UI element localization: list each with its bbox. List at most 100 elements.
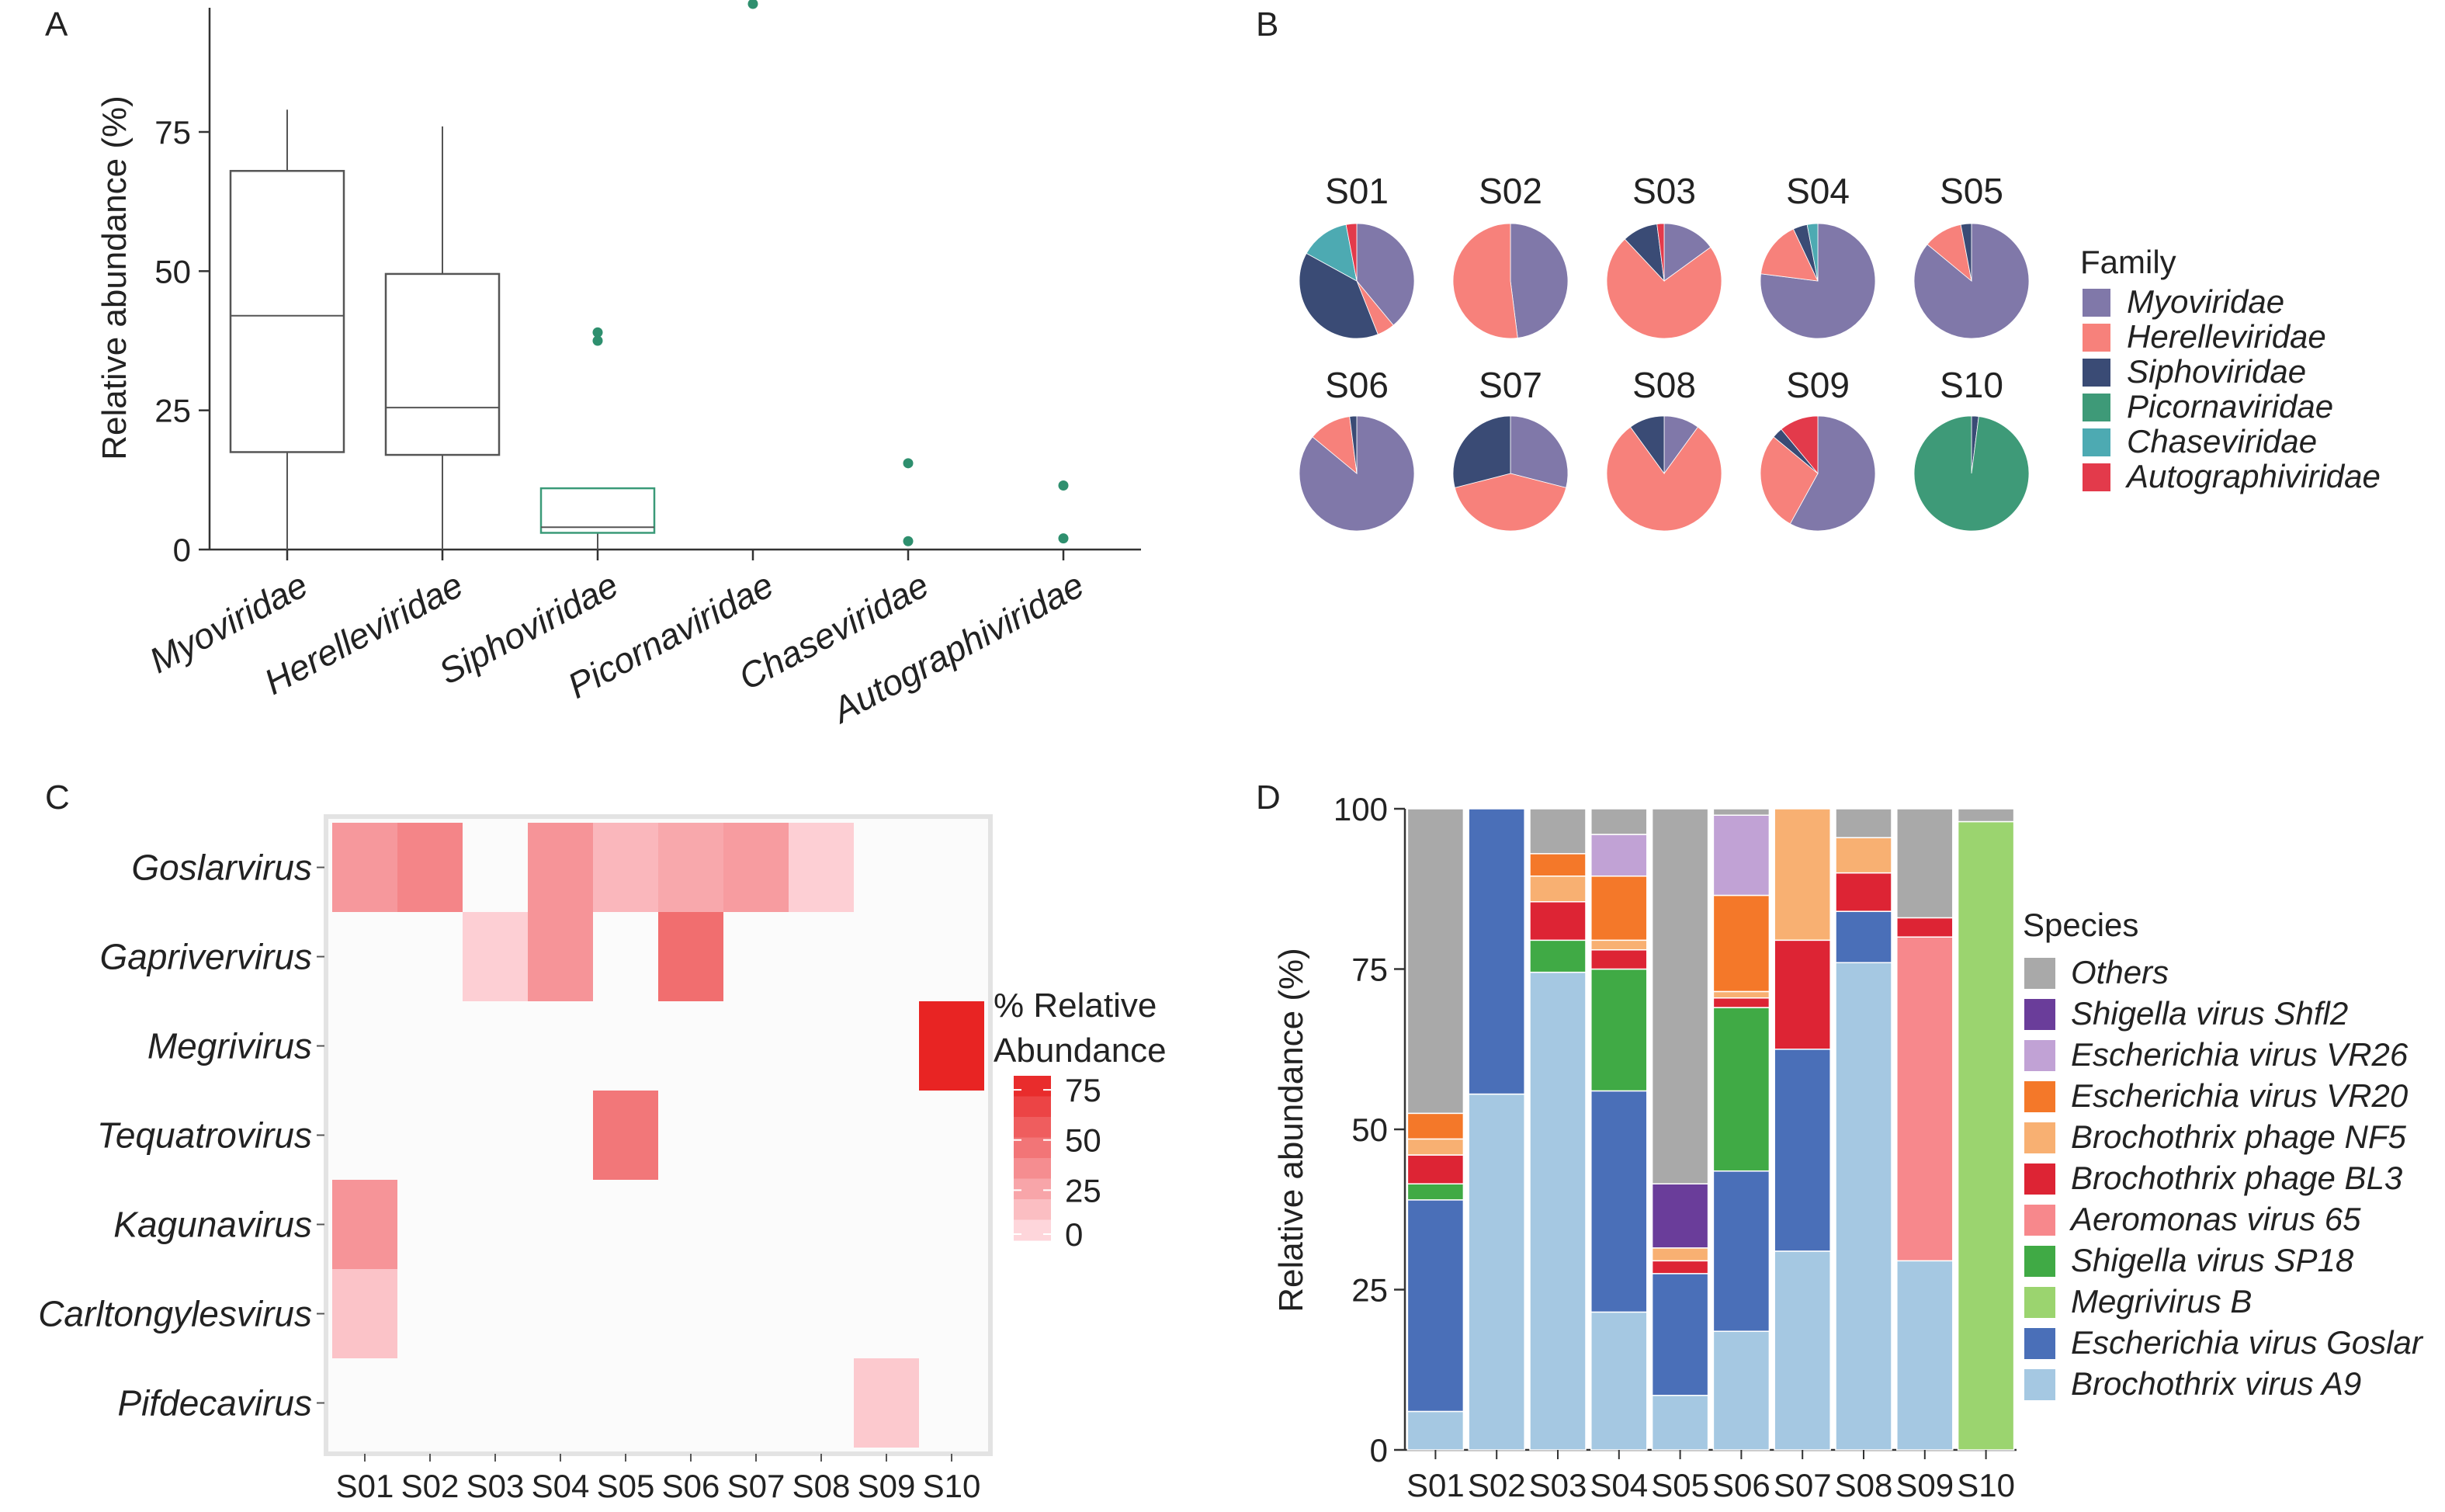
panel-a-outlier xyxy=(747,0,758,9)
panel-c-label: C xyxy=(45,779,70,817)
panel-d-category-label: S05 xyxy=(1651,1467,1709,1503)
panel-d-bar-segment xyxy=(1896,808,1954,919)
panel-a-outlier xyxy=(1058,533,1069,544)
panel-b-pie-slice xyxy=(1510,415,1569,488)
panel-b-legend-swatch xyxy=(2083,394,2110,421)
panel-b-pie-slice xyxy=(1454,473,1567,532)
panel-a-ytick-label: 75 xyxy=(154,114,191,151)
panel-d-bar-segment xyxy=(1774,1049,1831,1252)
panel-b-pie-slice xyxy=(1663,223,1712,282)
panel-d-category-label: S03 xyxy=(1529,1467,1587,1503)
panel-d-category-label: S08 xyxy=(1835,1467,1893,1503)
panel-d-ytick-label: 50 xyxy=(1351,1111,1388,1148)
panel-b-pie-title: S06 xyxy=(1325,365,1389,405)
panel-d-bar-segment xyxy=(1835,872,1892,912)
panel-d-legend-label: Escherichia virus VR20 xyxy=(2071,1077,2409,1114)
panel-d-bar-segment xyxy=(1774,939,1831,1050)
panel-b-legend-label: Siphoviridae xyxy=(2127,353,2306,390)
panel-b-pie-slice xyxy=(1299,252,1379,339)
panel-d-bar-segment xyxy=(1957,820,2015,1451)
panel-c-col-label: S07 xyxy=(727,1468,786,1504)
panel-b-pie-slice xyxy=(1606,426,1722,532)
panel-b-pie-title: S07 xyxy=(1479,365,1542,405)
panel-c-col-label: S06 xyxy=(662,1468,720,1504)
panel-c-cell xyxy=(332,1180,397,1269)
panel-c-cell xyxy=(919,1001,984,1091)
panel-d-bar-segment xyxy=(1529,971,1587,1451)
panel-b-pie-slice xyxy=(1452,415,1511,488)
panel-c-legend-band xyxy=(1014,1117,1051,1138)
panel-b-pie-title: S09 xyxy=(1786,365,1850,405)
panel-d-ylabel: Relative abundance (%) xyxy=(1272,948,1310,1313)
panel-b-pie-slice xyxy=(1789,415,1876,532)
panel-d-label: D xyxy=(1256,779,1281,817)
panel-c-col-label: S05 xyxy=(597,1468,655,1504)
panel-b-legend-label: Picornaviridae xyxy=(2127,388,2333,425)
panel-b-legend-label: Myoviridae xyxy=(2127,283,2284,320)
panel-b-pie-slice xyxy=(1606,238,1722,339)
panel-d-ytick-label: 75 xyxy=(1351,952,1388,988)
panel-c-row-label: Kagunavirus xyxy=(113,1205,312,1245)
panel-b-pies: B Family S01 S02 S03 S04 S05 S06 S07 S08 S09 S10 M… xyxy=(1256,5,2381,532)
panel-d-bar-segment xyxy=(1896,936,1954,1262)
panel-a-label: A xyxy=(45,5,68,43)
panel-b-label: B xyxy=(1256,5,1278,43)
panel-d-bar-segment xyxy=(1896,917,1954,938)
panel-c-col-label: S10 xyxy=(923,1468,981,1504)
panel-d-bar-segment xyxy=(1774,808,1831,942)
panel-d-bar-segment xyxy=(1835,808,1892,838)
panel-d-bar-segment xyxy=(1712,808,1770,817)
panel-c-cell xyxy=(593,1091,658,1180)
panel-d-bar-segment xyxy=(1406,1183,1465,1201)
panel-c-legend-band xyxy=(1014,1219,1051,1241)
panel-b-pie-title: S04 xyxy=(1786,171,1850,211)
panel-a-ylabel: Relative abundance (%) xyxy=(95,95,134,460)
panel-b-pie-title: S02 xyxy=(1479,171,1542,211)
panel-d-stacked-bars: D Relative abundance (%) Species 0 25 50 75… xyxy=(1256,779,2424,1503)
panel-c-cell xyxy=(723,823,789,912)
panel-d-legend-label: Shigella virus Shfl2 xyxy=(2071,995,2348,1032)
panel-c-legend-band xyxy=(1014,1076,1051,1097)
panel-c-legend-band xyxy=(1014,1199,1051,1220)
panel-b-pie-slice xyxy=(1760,436,1819,525)
panel-d-legend-swatch xyxy=(2024,1040,2055,1071)
panel-d-legend-swatch xyxy=(2024,1287,2055,1318)
panel-b-pie-slice xyxy=(1960,223,1972,282)
panel-d-bar-segment xyxy=(1590,1311,1648,1451)
panel-b-pie-slice xyxy=(1781,415,1819,475)
panel-d-bar-segment xyxy=(1774,1250,1831,1451)
panel-b-legend-swatch xyxy=(2083,463,2110,491)
panel-a-ytick-label: 50 xyxy=(154,253,191,290)
panel-b-legend-label: Chaseviridae xyxy=(2127,423,2317,459)
panel-d-legend-label: Escherichia virus VR26 xyxy=(2071,1036,2409,1073)
panel-d-ytick-label: 100 xyxy=(1333,791,1388,827)
panel-d-bar-segment xyxy=(1590,875,1648,942)
panel-a-boxplot: A Relative abundance (%) 0255075Myovirid… xyxy=(45,0,1141,731)
panel-d-bar-segment xyxy=(1835,962,1892,1451)
panel-d-legend-swatch xyxy=(2024,1163,2055,1195)
panel-d-bar-segment xyxy=(1590,1090,1648,1313)
panel-d-category-label: S06 xyxy=(1712,1467,1770,1503)
panel-b-pie-slice xyxy=(1510,223,1569,338)
panel-c-row-label: Goslarvirus xyxy=(131,848,312,888)
panel-c-cell xyxy=(332,1269,397,1358)
panel-a-category-label: Autographiviridae xyxy=(824,564,1091,731)
panel-c-row-label: Carltongylesvirus xyxy=(38,1294,312,1334)
panel-d-category-label: S01 xyxy=(1406,1467,1465,1503)
panel-d-bar-segment xyxy=(1529,808,1587,855)
panel-b-pie-slice xyxy=(1349,415,1358,474)
panel-b-legend-title: Family xyxy=(2080,244,2176,280)
panel-d-legend-label: Brochothrix virus A9 xyxy=(2071,1365,2361,1402)
panel-c-legend-band xyxy=(1014,1137,1051,1159)
panel-c-row-label: Tequatrovirus xyxy=(97,1115,312,1156)
panel-b-pie-slice xyxy=(1452,223,1518,339)
panel-b-pie-title: S01 xyxy=(1325,171,1389,211)
panel-b-pie-slice xyxy=(1760,228,1819,282)
panel-c-col-label: S09 xyxy=(858,1468,916,1504)
panel-a-outlier xyxy=(592,335,603,346)
panel-d-bar-segment xyxy=(1712,990,1770,999)
panel-d-bar-segment xyxy=(1957,808,2015,823)
panel-d-legend-label: Megrivirus B xyxy=(2071,1283,2252,1320)
panel-b-legend-label: Herelleviridae xyxy=(2127,318,2326,355)
